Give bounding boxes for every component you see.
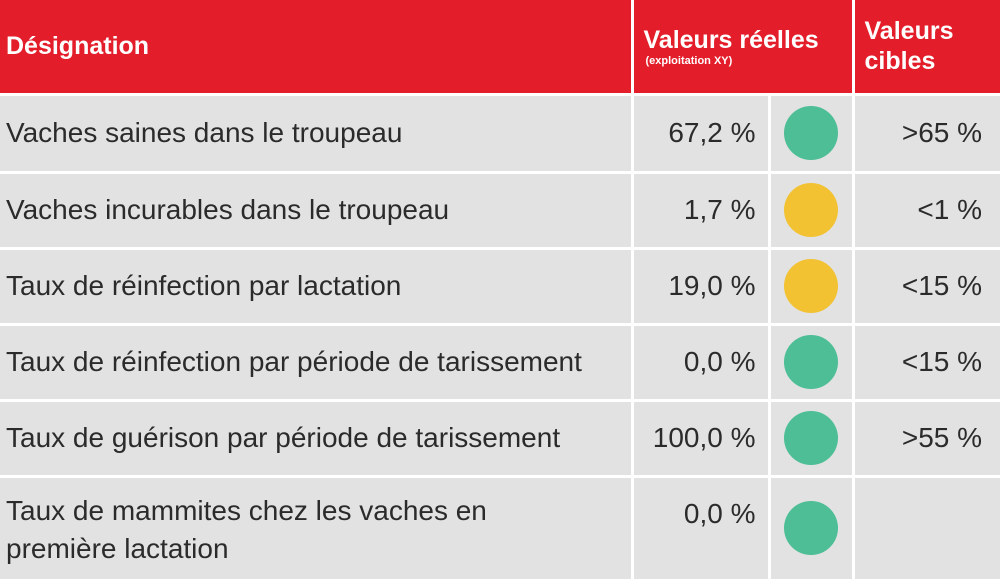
row-target-value: >65 % (851, 92, 1000, 172)
status-green-indicator (784, 501, 838, 556)
row-designation: Taux de mammites chez les vaches en prem… (0, 474, 632, 579)
header-target-line2: cibles (864, 47, 936, 75)
status-green-indicator (784, 335, 838, 389)
row-target-value: <15 % (851, 246, 1000, 324)
row-target-value: <15 % (851, 322, 1000, 400)
row-target-value (851, 474, 1000, 579)
table-row: Taux de guérison par période de tarissem… (0, 398, 1000, 476)
status-green-indicator (784, 106, 838, 160)
header-actual-values-sub: (exploitation XY) (645, 55, 733, 67)
table-row: Vaches saines dans le troupeau 67,2 % >6… (0, 92, 1000, 172)
table-row: Taux de mammites chez les vaches en prem… (0, 474, 1000, 579)
row-designation: Vaches saines dans le troupeau (0, 92, 632, 172)
status-green-indicator (784, 411, 838, 465)
row-status-cell (767, 246, 854, 324)
row-target-value: >55 % (851, 398, 1000, 476)
row-status-cell (767, 398, 854, 476)
table-row: Taux de réinfection par période de taris… (0, 322, 1000, 400)
header-target-line1: Valeurs (864, 17, 954, 45)
row-designation: Taux de réinfection par lactation (0, 246, 632, 324)
header-actual-values: Valeurs réelles (exploitation XY) (630, 0, 854, 94)
row-actual-value: 67,2 % (630, 92, 769, 172)
table-header: Désignation Valeurs réelles (exploitatio… (0, 0, 1000, 94)
table-row: Taux de réinfection par lactation 19,0 %… (0, 246, 1000, 324)
header-actual-values-label: Valeurs réelles (643, 26, 819, 54)
row-designation-line2: première lactation (6, 532, 229, 564)
row-designation: Taux de guérison par période de tarissem… (0, 398, 632, 476)
row-actual-value: 1,7 % (630, 170, 769, 248)
row-designation-line1: Taux de mammites chez les vaches en (6, 494, 487, 526)
row-actual-value: 19,0 % (630, 246, 769, 324)
row-status-cell (767, 322, 854, 400)
row-designation: Vaches incurables dans le troupeau (0, 170, 632, 248)
row-target-value: <1 % (851, 170, 1000, 248)
header-designation: Désignation (6, 31, 150, 60)
row-status-cell (767, 474, 854, 579)
row-status-cell (767, 170, 854, 248)
header-target-values: Valeurs cibles (851, 0, 1000, 94)
row-actual-value: 0,0 % (630, 322, 769, 400)
row-status-cell (767, 92, 854, 172)
row-actual-value: 0,0 % (630, 474, 769, 579)
row-actual-value: 100,0 % (630, 398, 769, 476)
row-designation: Taux de réinfection par période de taris… (0, 322, 632, 400)
table-row: Vaches incurables dans le troupeau 1,7 %… (0, 170, 1000, 248)
status-yellow-indicator (784, 259, 838, 313)
status-yellow-indicator (784, 183, 838, 237)
